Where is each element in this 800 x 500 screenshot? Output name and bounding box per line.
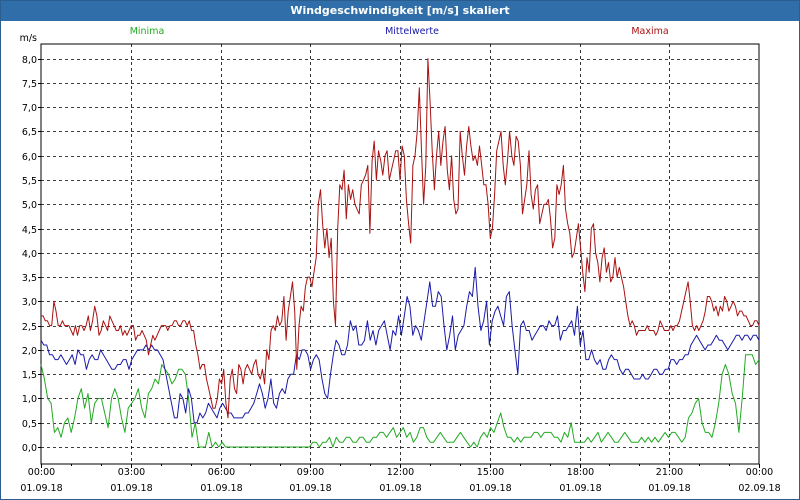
- y-tick-label: 4,0: [22, 249, 37, 260]
- y-tick-label: 4,5: [22, 225, 37, 236]
- legend-item-minima: Minima: [130, 26, 165, 37]
- x-tick-time-label: 00:00: [28, 467, 55, 478]
- y-tick-label: 3,5: [22, 273, 37, 284]
- x-tick-date-label: 01.09.18: [110, 483, 152, 494]
- y-tick-label: 3,0: [22, 297, 37, 308]
- series-line-minima: [40, 354, 760, 448]
- legend-item-mittelwerte: Mittelwerte: [385, 26, 439, 37]
- chart-legend: Minima Mittelwerte Maxima: [130, 26, 669, 37]
- y-axis-label: m/s: [20, 33, 37, 44]
- legend-item-maxima: Maxima: [631, 26, 668, 37]
- x-tick-date-label: 01.09.18: [379, 483, 421, 494]
- x-tick-date-label: 01.09.18: [469, 483, 511, 494]
- series-line-maxima: [41, 58, 760, 419]
- chart-series: [40, 58, 760, 448]
- y-tick-label: 2,0: [22, 346, 37, 357]
- x-tick-date-label: 01.09.18: [289, 483, 331, 494]
- x-tick-time-label: 12:00: [387, 467, 414, 478]
- y-tick-label: 7,0: [22, 103, 37, 114]
- x-tick-time-label: 18:00: [567, 467, 594, 478]
- series-line-mittelwerte: [40, 266, 760, 424]
- x-tick-date-label: 01.09.18: [20, 483, 62, 494]
- x-tick-time-label: 06:00: [208, 467, 235, 478]
- x-tick-time-label: 21:00: [656, 467, 683, 478]
- y-tick-label: 1,5: [22, 370, 37, 381]
- window-title: Windgeschwindigkeit [m/s] skaliert: [1, 1, 799, 21]
- chart-axes: 0,0 0,5 1,0 1,5 2,0 2,5 3,0 3,5 4,0 4,5 5,0 5,5 6,0 6…: [20, 33, 781, 494]
- y-tick-label: 0,5: [22, 419, 37, 430]
- chart-grid: [41, 44, 759, 464]
- x-tick-time-label: 03:00: [118, 467, 145, 478]
- y-tick-label: 5,0: [22, 200, 37, 211]
- y-tick-label: 2,5: [22, 322, 37, 333]
- y-tick-label: 6,5: [22, 127, 37, 138]
- y-tick-label: 7,5: [22, 79, 37, 90]
- x-tick-date-label: 02.09.18: [738, 483, 780, 494]
- x-tick-date-label: 01.09.18: [559, 483, 601, 494]
- y-tick-label: 5,5: [22, 176, 37, 187]
- x-tick-time-label: 15:00: [477, 467, 504, 478]
- x-tick-date-label: 01.09.18: [200, 483, 242, 494]
- chart-svg: Minima Mittelwerte Maxima 0,0 0,5 1,0 1,5 2,0 2…: [20, 26, 781, 494]
- plot-frame: [40, 43, 760, 465]
- y-tick-label: 8,0: [22, 55, 37, 66]
- x-tick-time-label: 09:00: [297, 467, 324, 478]
- y-tick-label: 6,0: [22, 152, 37, 163]
- x-tick-time-label: 00:00: [746, 467, 773, 478]
- y-tick-label: 0,0: [22, 443, 37, 454]
- x-tick-date-label: 01.09.18: [648, 483, 690, 494]
- y-tick-label: 1,0: [22, 394, 37, 405]
